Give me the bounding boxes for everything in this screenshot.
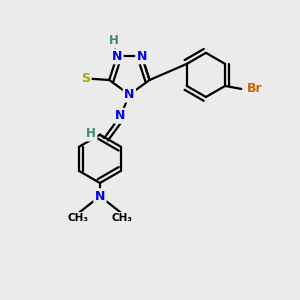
Text: S: S bbox=[81, 72, 90, 85]
Text: N: N bbox=[112, 50, 122, 63]
Text: H: H bbox=[86, 127, 96, 140]
Text: CH₃: CH₃ bbox=[112, 213, 133, 223]
Text: N: N bbox=[116, 109, 126, 122]
Text: CH₃: CH₃ bbox=[68, 213, 88, 223]
Text: Br: Br bbox=[247, 82, 262, 95]
Text: N: N bbox=[124, 88, 135, 101]
Text: N: N bbox=[95, 190, 105, 203]
Text: H: H bbox=[109, 34, 119, 46]
Text: N: N bbox=[137, 50, 147, 63]
